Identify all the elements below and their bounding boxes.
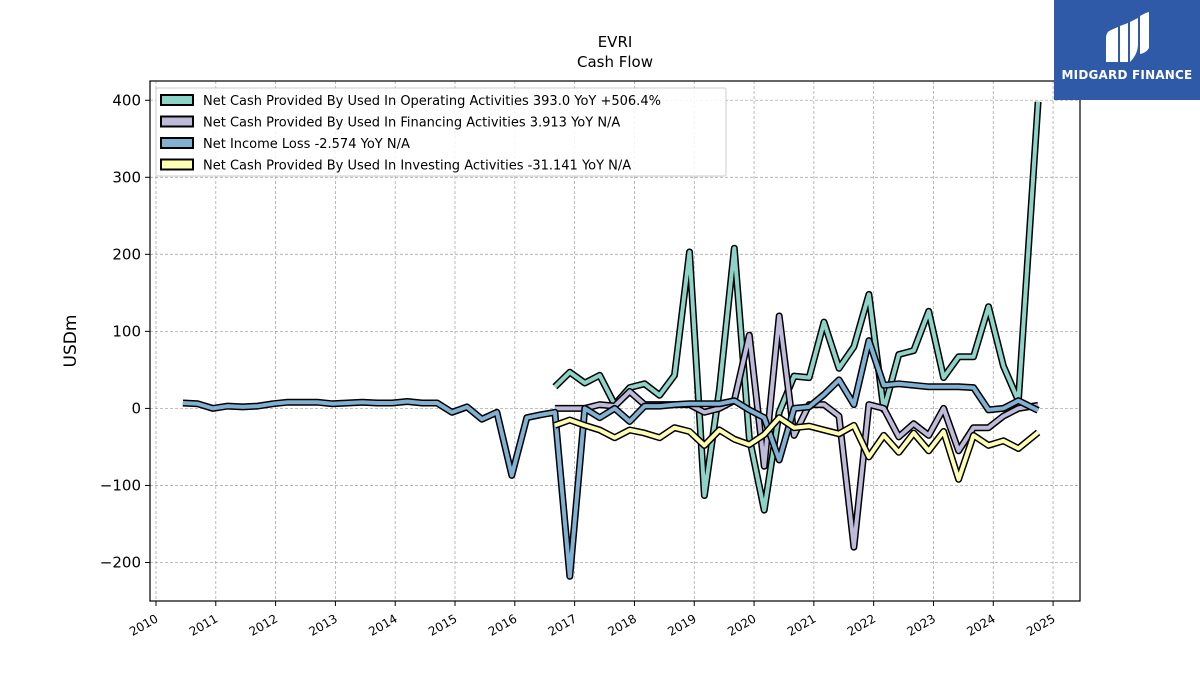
x-tick-label: 2020 <box>725 611 758 638</box>
x-tick-label: 2010 <box>127 611 160 638</box>
legend: Net Cash Provided By Used In Operating A… <box>155 87 727 177</box>
x-tick-label: 2023 <box>905 611 938 638</box>
x-tick-label: 2013 <box>306 611 339 638</box>
midgard-finance-logo: MIDGARD FINANCE <box>1054 0 1200 100</box>
legend-swatch <box>160 115 194 128</box>
x-tick-label: 2016 <box>486 611 519 638</box>
x-tick-label: 2011 <box>187 611 220 638</box>
legend-label: Net Cash Provided By Used In Operating A… <box>203 94 661 109</box>
y-tick-label: 0 <box>131 399 141 417</box>
legend-swatch <box>160 137 194 149</box>
y-tick-label: 100 <box>112 322 141 340</box>
series-line <box>553 101 1041 513</box>
y-tick-label: 300 <box>112 168 141 186</box>
x-tick-label: 2019 <box>665 611 698 638</box>
series-lines <box>182 101 1042 580</box>
legend-label: Net Cash Provided By Used In Financing A… <box>203 116 620 131</box>
series-line <box>182 338 1039 579</box>
legend-swatch <box>160 158 194 171</box>
x-tick-label: 2017 <box>546 611 579 638</box>
legend-swatch <box>160 94 194 106</box>
x-tick-label: 2021 <box>785 611 818 638</box>
plot-frame <box>149 80 1081 602</box>
series-line <box>554 314 1039 550</box>
legend-label: Net Income Loss -2.574 YoY N/A <box>203 137 410 152</box>
x-tick-label: 2012 <box>247 611 280 638</box>
legend-box <box>155 87 727 177</box>
x-tick-label: 2025 <box>1024 611 1057 638</box>
series-3 <box>553 414 1041 483</box>
x-tick-label: 2018 <box>605 611 638 638</box>
x-axis-ticks: 2010 2011 2012 2013 2014 2015 2016 2017 2018 2019… <box>127 601 1058 639</box>
y-tick-label: −100 <box>100 476 141 494</box>
series-1 <box>554 312 1039 551</box>
x-tick-label: 2015 <box>426 611 459 638</box>
y-axis-ticks: −200 −100 0 100 200 300 400 <box>100 91 150 571</box>
chart-subtitle: Cash Flow <box>577 53 653 71</box>
series-2 <box>182 337 1040 580</box>
x-tick-label: 2022 <box>845 611 878 638</box>
series-line <box>554 415 1040 482</box>
grid <box>150 81 1080 601</box>
series-line-outline <box>182 337 1040 580</box>
y-tick-label: 400 <box>112 91 141 109</box>
y-axis-label: USDm <box>61 315 81 368</box>
y-tick-label: 200 <box>112 245 141 263</box>
logo-text: MIDGARD FINANCE <box>1061 68 1193 82</box>
legend-label: Net Cash Provided By Used In Investing A… <box>203 159 631 174</box>
x-tick-label: 2014 <box>366 611 399 638</box>
x-tick-label: 2024 <box>964 611 997 638</box>
chart-title: EVRI <box>598 33 633 51</box>
logo-mark-icon <box>1106 12 1149 62</box>
y-tick-label: −200 <box>100 553 141 571</box>
series-0 <box>552 101 1042 514</box>
